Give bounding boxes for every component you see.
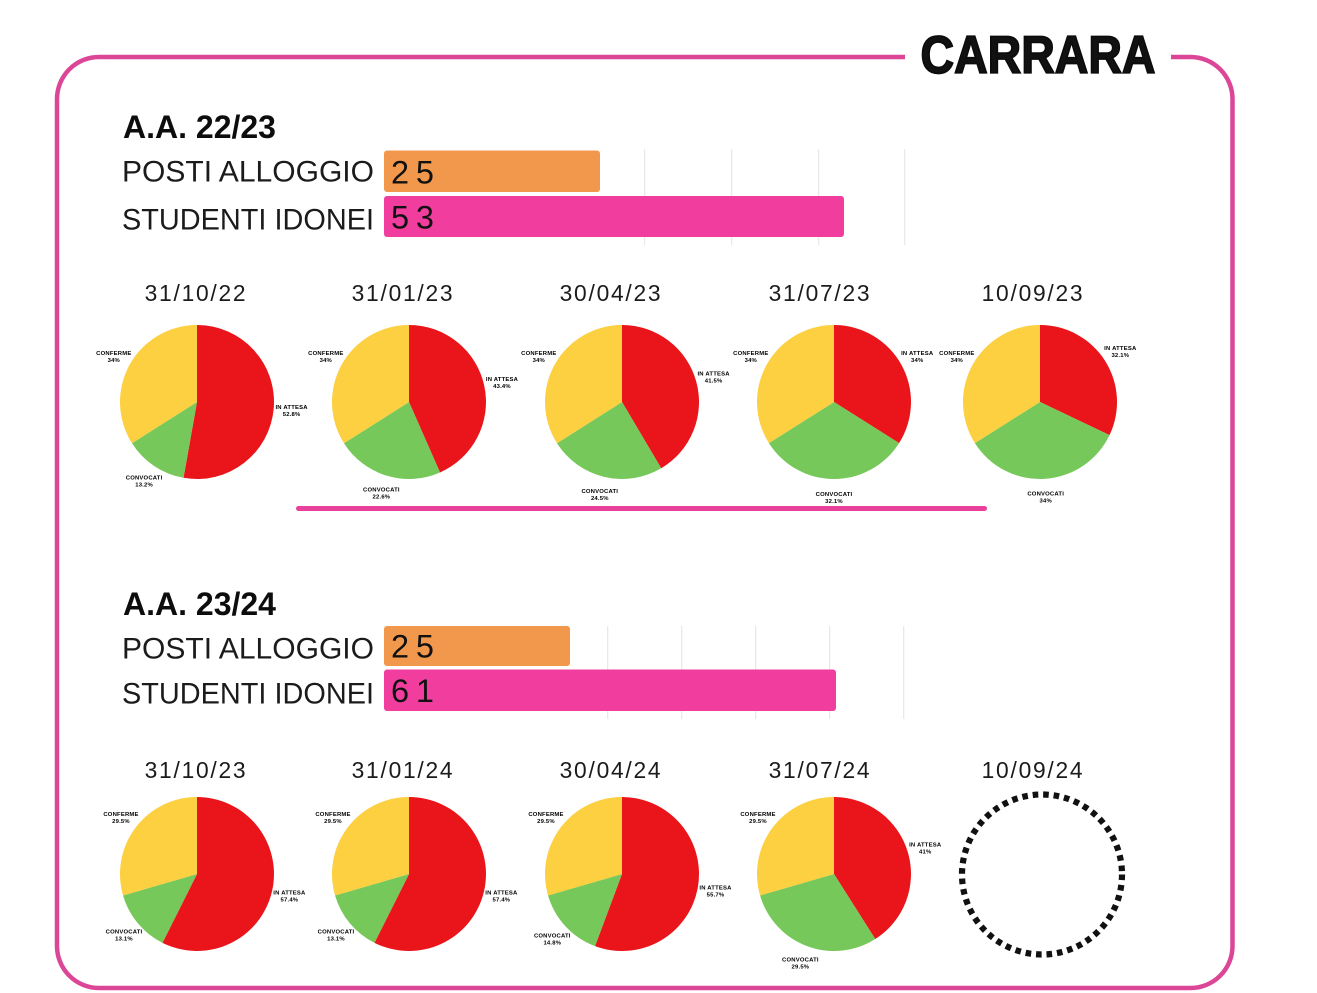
svg-text:29.5%: 29.5%: [112, 819, 130, 825]
svg-text:13.1%: 13.1%: [327, 937, 345, 943]
svg-text:CONVOCATI: CONVOCATI: [106, 930, 143, 936]
svg-text:A.A. 22/23: A.A. 22/23: [123, 109, 276, 145]
svg-text:41.5%: 41.5%: [705, 379, 723, 385]
svg-text:34%: 34%: [951, 358, 964, 364]
svg-text:10/09/23: 10/09/23: [982, 280, 1085, 306]
svg-text:CONVOCATI: CONVOCATI: [1027, 492, 1064, 498]
svg-text:31/07/23: 31/07/23: [769, 280, 872, 306]
svg-text:25: 25: [391, 629, 441, 665]
svg-text:IN ATTESA: IN ATTESA: [273, 891, 306, 897]
svg-text:22.6%: 22.6%: [373, 495, 391, 501]
svg-text:IN ATTESA: IN ATTESA: [486, 377, 519, 383]
svg-text:IN ATTESA: IN ATTESA: [275, 405, 308, 411]
svg-text:A.A. 23/24: A.A. 23/24: [123, 586, 276, 622]
svg-text:13.2%: 13.2%: [135, 483, 153, 489]
svg-text:31/10/22: 31/10/22: [145, 280, 248, 306]
svg-text:43.4%: 43.4%: [493, 384, 511, 390]
svg-text:CONFERME: CONFERME: [315, 812, 350, 818]
svg-text:52.8%: 52.8%: [283, 412, 301, 418]
svg-text:IN ATTESA: IN ATTESA: [699, 886, 732, 892]
svg-text:29.5%: 29.5%: [792, 965, 810, 971]
svg-text:24.5%: 24.5%: [591, 496, 609, 502]
svg-text:CONFERME: CONFERME: [521, 351, 556, 357]
svg-text:STUDENTI IDONEI: STUDENTI IDONEI: [122, 678, 374, 711]
svg-text:34%: 34%: [320, 358, 333, 364]
svg-text:34%: 34%: [1040, 499, 1053, 505]
svg-text:34%: 34%: [745, 358, 758, 364]
svg-text:CONVOCATI: CONVOCATI: [534, 933, 571, 939]
svg-text:13.1%: 13.1%: [115, 937, 133, 943]
svg-text:31/01/23: 31/01/23: [352, 280, 455, 306]
svg-text:CONVOCATI: CONVOCATI: [816, 492, 853, 498]
svg-text:34%: 34%: [533, 358, 546, 364]
svg-text:31/10/23: 31/10/23: [145, 757, 248, 783]
svg-text:29.5%: 29.5%: [537, 819, 555, 825]
svg-text:IN ATTESA: IN ATTESA: [697, 372, 730, 378]
svg-text:CONFERME: CONFERME: [96, 351, 131, 357]
svg-text:55.7%: 55.7%: [707, 893, 725, 899]
svg-text:30/04/24: 30/04/24: [560, 757, 663, 783]
svg-text:CONVOCATI: CONVOCATI: [126, 476, 163, 482]
svg-text:CONFERME: CONFERME: [939, 351, 974, 357]
svg-text:IN ATTESA: IN ATTESA: [909, 842, 942, 848]
svg-text:31/01/24: 31/01/24: [352, 757, 455, 783]
svg-text:CONFERME: CONFERME: [308, 351, 343, 357]
svg-text:CONFERME: CONFERME: [740, 812, 775, 818]
svg-text:POSTI ALLOGGIO: POSTI ALLOGGIO: [122, 633, 374, 666]
svg-text:CONVOCATI: CONVOCATI: [318, 930, 355, 936]
svg-text:CONVOCATI: CONVOCATI: [782, 958, 819, 964]
svg-text:25: 25: [391, 154, 441, 190]
svg-text:14.8%: 14.8%: [543, 940, 561, 946]
svg-text:29.5%: 29.5%: [324, 819, 342, 825]
svg-text:57.4%: 57.4%: [493, 898, 511, 904]
svg-text:CONVOCATI: CONVOCATI: [363, 488, 400, 494]
svg-text:CONFERME: CONFERME: [733, 351, 768, 357]
svg-text:STUDENTI IDONEI: STUDENTI IDONEI: [122, 204, 374, 237]
svg-text:CONFERME: CONFERME: [103, 812, 138, 818]
svg-text:IN ATTESA: IN ATTESA: [485, 891, 518, 897]
svg-text:29.5%: 29.5%: [749, 819, 767, 825]
svg-text:61: 61: [391, 673, 441, 709]
svg-text:CONFERME: CONFERME: [528, 812, 563, 818]
svg-text:34%: 34%: [108, 358, 121, 364]
svg-text:10/09/24: 10/09/24: [982, 757, 1085, 783]
svg-text:41%: 41%: [919, 849, 932, 855]
svg-text:IN ATTESA: IN ATTESA: [1104, 346, 1137, 352]
svg-text:IN ATTESA: IN ATTESA: [901, 351, 934, 357]
svg-text:53: 53: [391, 200, 441, 236]
svg-text:CARRARA: CARRARA: [921, 26, 1156, 85]
svg-text:34%: 34%: [911, 358, 924, 364]
svg-text:30/04/23: 30/04/23: [560, 280, 663, 306]
svg-text:57.4%: 57.4%: [281, 898, 299, 904]
svg-text:CONVOCATI: CONVOCATI: [581, 489, 618, 495]
svg-text:32.1%: 32.1%: [825, 499, 843, 505]
svg-text:32.1%: 32.1%: [1111, 353, 1129, 359]
svg-text:POSTI ALLOGGIO: POSTI ALLOGGIO: [122, 156, 374, 189]
svg-text:31/07/24: 31/07/24: [769, 757, 872, 783]
